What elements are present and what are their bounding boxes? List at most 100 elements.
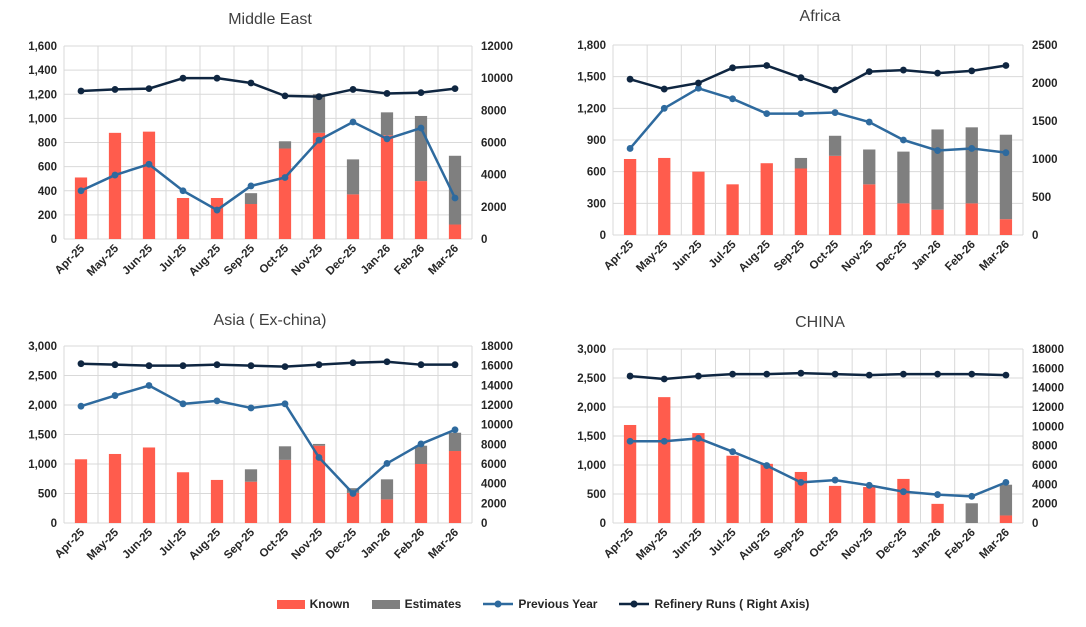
previous-year-point (451, 194, 459, 202)
refinery-runs-point (247, 79, 255, 87)
y-tick-label: 2,500 (28, 371, 57, 383)
bar-estimates (999, 134, 1013, 220)
x-tick-label: Oct-25 (807, 238, 841, 272)
previous-year-point (900, 488, 907, 496)
previous-year-point (383, 135, 391, 143)
y2-tick-label: 14000 (481, 380, 513, 392)
x-tick-label: Jul-25 (157, 242, 189, 274)
y-tick-label: 1,500 (577, 431, 606, 443)
legend-swatch-previous-year (483, 600, 514, 608)
x-tick-label: May-25 (85, 526, 121, 562)
bar-known (380, 499, 394, 523)
y-tick-label: 2,500 (577, 373, 606, 385)
y2-tick-label: 0 (1032, 518, 1038, 530)
refinery-runs-point (315, 93, 323, 101)
y2-tick-label: 16000 (481, 361, 513, 373)
previous-year-point (145, 160, 153, 168)
bar-estimates (448, 155, 462, 225)
y2-tick-label: 2000 (1032, 499, 1058, 511)
bar-known (312, 445, 326, 523)
y2-tick-label: 4000 (481, 479, 507, 491)
refinery-runs-point (660, 85, 668, 93)
y2-tick-label: 18000 (1032, 344, 1064, 356)
previous-year-point (111, 392, 119, 399)
y-tick-label: 600 (38, 162, 57, 174)
x-tick-label: Sep-25 (222, 526, 258, 562)
y2-tick-label: 4000 (1032, 479, 1058, 491)
x-tick-label: Sep-25 (772, 526, 808, 562)
chart-title: Asia ( Ex-china) (214, 312, 327, 329)
y2-tick-label: 14000 (1032, 383, 1064, 395)
y-tick-label: 1,000 (28, 459, 57, 471)
y2-tick-label: 16000 (1032, 363, 1064, 375)
y2-tick-label: 2500 (1032, 40, 1058, 52)
previous-year-point (179, 400, 187, 408)
y-tick-label: 300 (587, 198, 606, 210)
previous-year-point (315, 454, 323, 461)
y-tick-label: 400 (38, 186, 57, 198)
y2-tick-label: 6000 (1032, 460, 1058, 472)
y2-tick-label: 10000 (1032, 421, 1064, 433)
previous-year-point (77, 402, 85, 410)
bar-estimates (312, 94, 326, 133)
refinery-runs-point (383, 90, 391, 97)
bar-known (999, 219, 1013, 235)
bar-known (965, 203, 978, 235)
legend: Known Estimates Previous Year Refinery R… (0, 597, 1086, 611)
bar-known (176, 197, 190, 239)
previous-year-point (865, 118, 873, 126)
legend-label-previous-year: Previous Year (518, 597, 598, 611)
x-tick-label: Jul-25 (157, 526, 189, 558)
refinery-runs-point (1002, 371, 1010, 379)
previous-year-point (111, 171, 119, 179)
previous-year-point (213, 397, 221, 405)
previous-year-point (349, 490, 357, 497)
refinery-runs-line (80, 76, 456, 98)
x-tick-label: Dec-25 (874, 238, 910, 274)
previous-year-point (968, 145, 976, 152)
x-tick-label: Jan-26 (909, 527, 943, 561)
y2-tick-label: 1500 (1032, 116, 1058, 128)
x-tick-label: Mar-26 (426, 243, 461, 278)
bar-known (897, 478, 910, 523)
bar-known (863, 487, 876, 523)
y-tick-label: 0 (51, 234, 57, 246)
bar-known (74, 459, 88, 523)
bar-known (658, 157, 671, 235)
refinery-runs-point (349, 359, 357, 367)
refinery-runs-point (695, 372, 702, 380)
refinery-runs-point (729, 370, 736, 378)
x-tick-label: Nov-25 (840, 526, 876, 562)
refinery-runs-point (247, 362, 255, 370)
refinery-runs-point (383, 358, 391, 366)
x-tick-label: Jan-26 (359, 243, 393, 277)
bar-estimates (448, 432, 462, 452)
x-tick-label: Apr-25 (602, 238, 637, 273)
previous-year-point (729, 448, 736, 456)
legend-swatch-refinery-runs (619, 600, 650, 608)
previous-year-point (797, 479, 805, 486)
x-tick-label: May-25 (85, 242, 121, 278)
refinery-runs-point (451, 85, 459, 93)
x-tick-label: Dec-25 (324, 526, 360, 562)
y2-tick-label: 12000 (481, 41, 513, 53)
bar-estimates (828, 135, 842, 156)
bar-known (312, 132, 326, 239)
y2-tick-label: 12000 (481, 400, 513, 412)
y-tick-label: 0 (600, 518, 606, 530)
bar-known (931, 209, 944, 235)
x-tick-label: Jul-25 (707, 238, 739, 270)
bar-known (863, 184, 876, 235)
bar-estimates (999, 484, 1013, 516)
x-tick-label: Aug-25 (187, 242, 223, 278)
refinery-runs-point (660, 375, 668, 383)
y2-tick-label: 8000 (481, 105, 507, 117)
bar-known (142, 131, 156, 239)
bar-known (897, 203, 910, 235)
y2-tick-label: 10000 (481, 73, 513, 85)
previous-year-point (383, 460, 391, 467)
bar-known (346, 492, 360, 523)
refinery-runs-point (763, 370, 771, 378)
previous-year-point (179, 187, 187, 195)
y-tick-label: 1,600 (28, 41, 57, 53)
